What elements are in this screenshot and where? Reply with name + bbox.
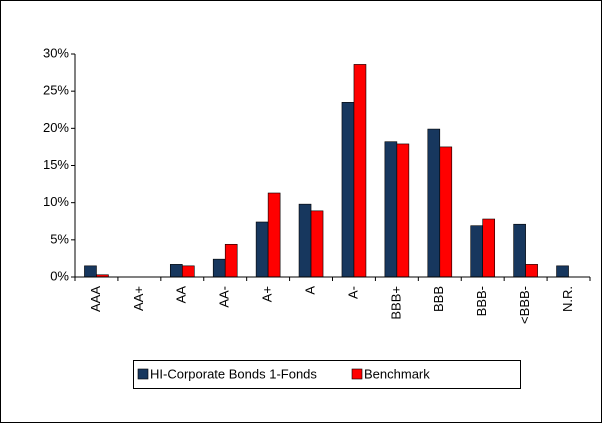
x-tick-label: AA+ — [131, 286, 146, 311]
bar — [84, 265, 97, 278]
bar — [470, 225, 484, 278]
bar — [427, 128, 441, 278]
x-tick-label: <BBB- — [517, 286, 532, 324]
bar — [181, 265, 195, 278]
x-tick-label: A — [302, 286, 317, 295]
bar — [353, 64, 367, 278]
y-tick-label: 30% — [43, 45, 69, 60]
legend-box — [133, 360, 521, 389]
legend-swatch — [137, 368, 149, 380]
x-tick-label: BBB- — [474, 286, 489, 316]
x-tick-label: A- — [345, 286, 360, 299]
y-tick-label: 15% — [43, 157, 69, 172]
y-tick-label: 0% — [50, 268, 69, 283]
legend-label: HI-Corporate Bonds 1-Fonds — [150, 366, 317, 381]
y-tick-label: 25% — [43, 83, 69, 98]
x-tick-label: AA — [174, 286, 189, 304]
bar — [267, 192, 281, 278]
x-tick-label: BBB+ — [388, 286, 403, 320]
legend-label: Benchmark — [364, 366, 430, 381]
bar — [439, 146, 453, 278]
bar — [556, 265, 569, 278]
bar — [396, 143, 410, 278]
legend-swatch — [351, 368, 363, 380]
x-tick-label: N.R. — [560, 286, 575, 312]
x-tick-label: AA- — [217, 286, 232, 308]
y-tick-label: 20% — [43, 120, 69, 135]
x-tick-label: AAA — [88, 286, 103, 312]
bar — [298, 203, 312, 278]
bar — [525, 264, 538, 278]
bar — [513, 223, 526, 278]
bar — [212, 258, 226, 278]
bar — [310, 210, 324, 278]
bar — [341, 102, 355, 278]
x-tick-label: BBB — [431, 286, 446, 312]
x-tick-label: A+ — [260, 286, 275, 302]
y-tick-label: 5% — [50, 231, 69, 246]
y-tick-label: 10% — [43, 194, 69, 209]
bar — [482, 218, 496, 278]
bar — [384, 141, 398, 278]
bar — [255, 221, 269, 278]
bar — [169, 264, 183, 278]
bar — [224, 243, 238, 278]
